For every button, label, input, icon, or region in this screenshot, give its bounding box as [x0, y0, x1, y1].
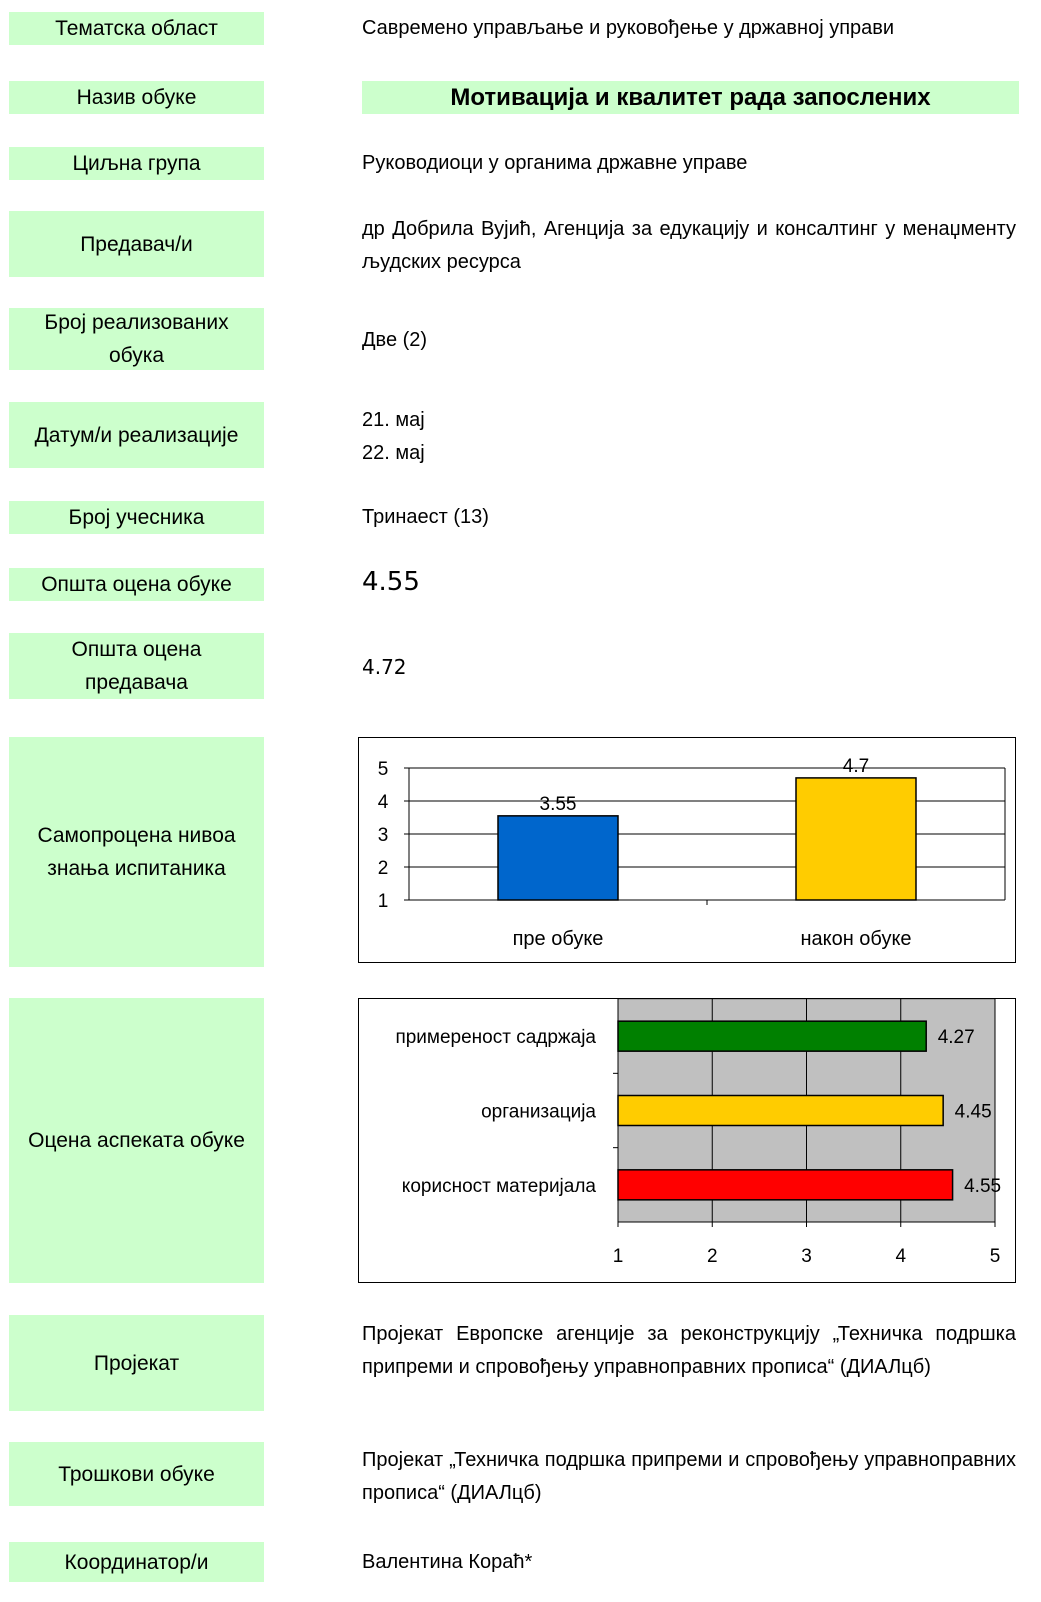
- category-label: корисност материјала: [402, 1176, 597, 1197]
- category-label: организација: [481, 1102, 596, 1123]
- value-trainings-count: Две (2): [362, 329, 428, 351]
- data-label: 4.55: [964, 1176, 1001, 1197]
- self-assessment-chart-svg: 1 2 3 4 5 3.55 пре обуке 4.7 након обуке: [378, 756, 1006, 950]
- data-label: 3.55: [540, 794, 577, 815]
- x-tick-label: 2: [707, 1246, 718, 1267]
- category-label: након обуке: [800, 928, 911, 950]
- label-lecturers: Предавач/и: [9, 211, 264, 277]
- y-tick-label: 3: [378, 825, 389, 846]
- bar: [617, 1094, 944, 1127]
- label-thematic-area: Тематска област: [9, 12, 264, 45]
- label-participants: Број учесника: [9, 501, 264, 534]
- label-overall-lecturer: Општа оцена предавача: [9, 633, 264, 699]
- x-tick-label: 4: [895, 1246, 906, 1267]
- label-overall-training: Општа оцена обуке: [9, 568, 264, 601]
- value-dates: 21. мај 22. мај: [362, 404, 1016, 470]
- training-title: Мотивација и квалитет рада запослених: [362, 81, 1019, 114]
- bar: [795, 777, 917, 901]
- label-training-name: Назив обуке: [9, 81, 264, 114]
- y-tick-label: 4: [378, 792, 389, 813]
- label-aspects: Оцена аспеката обуке: [9, 998, 264, 1283]
- label-coordinators: Координатор/и: [9, 1542, 264, 1582]
- label-trainings-count: Број реализованих обука: [9, 308, 264, 370]
- aspects-chart: 1 2 3 4 5 4.27 примереност садржаја 4.45 организ…: [358, 998, 1016, 1283]
- data-label: 4.27: [938, 1027, 975, 1048]
- value-overall-lecturer: 4.72: [362, 655, 407, 679]
- bar: [617, 1020, 927, 1052]
- label-project: Пројекат: [9, 1315, 264, 1411]
- bar: [617, 1169, 954, 1201]
- label-self-assessment: Самопроцена нивоа знања испитаника: [9, 737, 264, 967]
- label-costs: Трошкови обуке: [9, 1442, 264, 1506]
- x-tick-label: 5: [990, 1246, 1001, 1267]
- self-assessment-chart: 1 2 3 4 5 3.55 пре обуке 4.7 након обуке: [358, 737, 1016, 963]
- category-label: пре обуке: [513, 928, 604, 950]
- category-label: примереност садржаја: [395, 1027, 596, 1048]
- bar: [497, 815, 619, 901]
- x-tick-label: 3: [801, 1246, 812, 1267]
- aspects-chart-svg: 1 2 3 4 5 4.27 примереност садржаја 4.45 организ…: [395, 999, 1001, 1267]
- value-coordinators: Валентина Кораћ*: [362, 1551, 533, 1573]
- data-label: 4.7: [843, 756, 869, 777]
- label-target-group: Циљна група: [9, 147, 264, 180]
- value-thematic-area: Савремено управљање и руковођење у држав…: [362, 17, 895, 39]
- label-dates: Датум/и реализације: [9, 402, 264, 468]
- data-label: 4.45: [955, 1102, 992, 1123]
- value-project: Пројекат Европске агенције за реконструк…: [362, 1323, 1016, 1378]
- value-lecturers: др Добрила Вујић, Агенција за едукацију …: [362, 218, 1016, 273]
- value-overall-training: 4.55: [362, 567, 420, 597]
- y-tick-label: 1: [378, 891, 389, 912]
- value-costs: Пројекат „Техничка подршка припреми и сп…: [362, 1449, 1016, 1504]
- y-tick-label: 5: [378, 759, 389, 780]
- x-tick-label: 1: [613, 1246, 624, 1267]
- date-2: 22. мај: [362, 442, 425, 464]
- date-1: 21. мај: [362, 409, 425, 431]
- y-tick-label: 2: [378, 858, 389, 879]
- value-target-group: Руководиоци у органима државне управе: [362, 152, 748, 174]
- value-participants: Тринаест (13): [362, 506, 489, 528]
